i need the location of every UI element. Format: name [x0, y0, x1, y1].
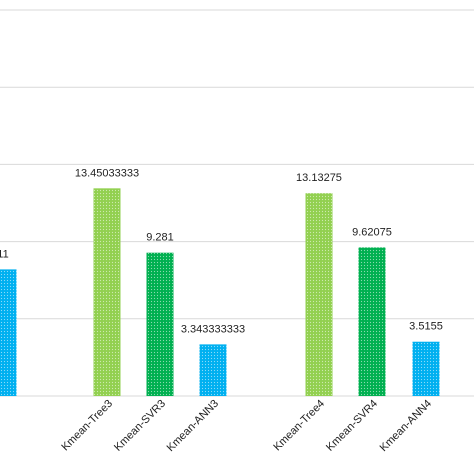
bar — [412, 341, 440, 396]
data-label: 3.343333333 — [181, 323, 245, 335]
category-label: Kmean-ANN4 — [378, 398, 434, 454]
bar — [358, 247, 386, 396]
bar — [0, 269, 17, 396]
data-labels: 11 13.45033333 9.281 3.343333333 13.13275 9.6… — [0, 167, 443, 335]
data-label: 11 — [0, 248, 9, 260]
bar-texture — [305, 193, 333, 396]
bar-texture — [358, 247, 386, 396]
category-label: Kmean-SVR3 — [112, 398, 168, 454]
bar-texture — [93, 188, 121, 396]
category-label: Kmean-SVR4 — [324, 398, 380, 454]
bar-texture — [146, 252, 174, 396]
bar-texture — [0, 269, 17, 396]
bar — [199, 344, 227, 396]
data-label: 9.62075 — [352, 226, 392, 238]
bar-texture — [199, 344, 227, 396]
category-label: Kmean-Tree3 — [59, 398, 115, 454]
data-label: 9.281 — [146, 232, 174, 244]
category-label: Kmean-Tree4 — [271, 398, 327, 454]
bar — [305, 193, 333, 396]
data-label: 13.13275 — [296, 172, 342, 184]
bars — [0, 188, 440, 396]
bar — [146, 252, 174, 396]
gridlines — [0, 9, 474, 397]
category-label: Kmean-ANN3 — [165, 398, 221, 454]
data-label: 13.45033333 — [75, 167, 139, 179]
bar-texture — [412, 341, 440, 396]
data-label: 3.5155 — [409, 321, 443, 333]
bar — [93, 188, 121, 396]
